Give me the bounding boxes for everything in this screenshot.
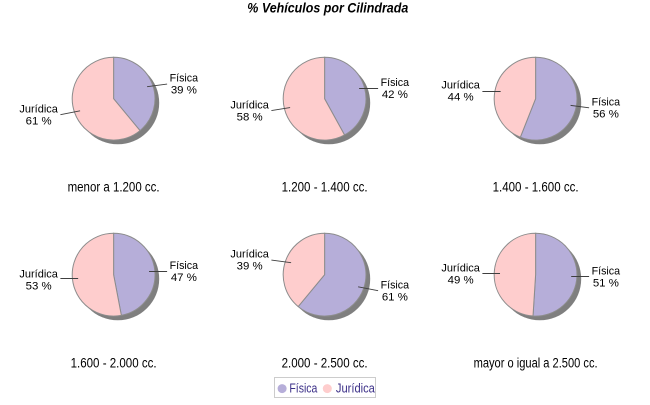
svg-text:49 %: 49 % — [448, 275, 474, 287]
svg-text:Física: Física — [592, 265, 621, 277]
svg-text:61 %: 61 % — [26, 115, 52, 127]
svg-text:Jurídica: Jurídica — [230, 249, 269, 261]
svg-text:47 %: 47 % — [171, 272, 197, 284]
svg-text:% Vehículos por Cilindrada: % Vehículos por Cilindrada — [247, 0, 408, 16]
svg-text:39 %: 39 % — [171, 85, 197, 97]
svg-text:58 %: 58 % — [237, 111, 263, 123]
svg-text:Física: Física — [381, 279, 410, 291]
svg-text:mayor o igual a 2.500 cc.: mayor o igual a 2.500 cc. — [474, 356, 598, 371]
svg-text:56 %: 56 % — [593, 109, 619, 121]
svg-text:Física: Física — [289, 381, 317, 395]
svg-text:61 %: 61 % — [382, 291, 408, 303]
svg-text:Física: Física — [592, 97, 621, 109]
svg-text:Jurídica: Jurídica — [441, 80, 480, 92]
svg-text:Jurídica: Jurídica — [336, 381, 375, 395]
svg-text:1.600 - 2.000 cc.: 1.600 - 2.000 cc. — [71, 356, 157, 371]
svg-text:menor a 1.200 cc.: menor a 1.200 cc. — [68, 179, 160, 194]
svg-text:42 %: 42 % — [382, 89, 408, 101]
svg-text:Jurídica: Jurídica — [19, 268, 58, 280]
svg-text:2.000 - 2.500 cc.: 2.000 - 2.500 cc. — [282, 356, 368, 371]
svg-text:Física: Física — [381, 77, 410, 89]
svg-text:Jurídica: Jurídica — [230, 99, 269, 111]
svg-text:44 %: 44 % — [448, 92, 474, 104]
svg-text:1.200 - 1.400 cc.: 1.200 - 1.400 cc. — [282, 179, 368, 194]
svg-text:Jurídica: Jurídica — [19, 103, 58, 115]
svg-text:51 %: 51 % — [593, 277, 619, 289]
svg-text:53 %: 53 % — [26, 280, 52, 292]
svg-text:Física: Física — [170, 73, 199, 85]
svg-text:Jurídica: Jurídica — [441, 263, 480, 275]
svg-text:39 %: 39 % — [237, 261, 263, 273]
svg-text:1.400 - 1.600 cc.: 1.400 - 1.600 cc. — [493, 179, 579, 194]
svg-text:Física: Física — [170, 260, 199, 272]
